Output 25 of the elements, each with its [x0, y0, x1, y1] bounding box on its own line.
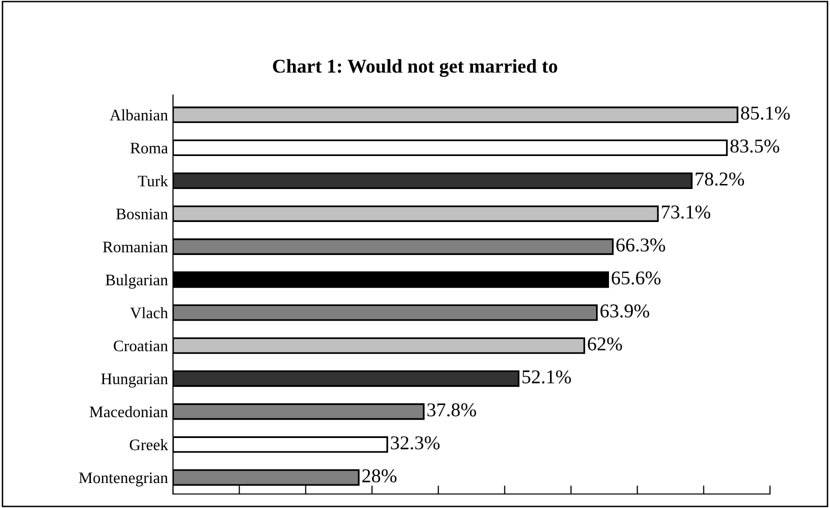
y-tick-label: Albanian [110, 109, 168, 120]
y-tick-label: Montenegrian [79, 472, 168, 486]
data-label: 52.1% [522, 370, 571, 384]
data-label: 78.2% [696, 172, 744, 186]
y-tick-label: Greek [130, 438, 168, 450]
data-label: 28% [362, 469, 396, 482]
data-label: 83.5% [730, 140, 780, 153]
data-label: 37.8% [427, 403, 476, 417]
y-tick-label: Roma [130, 142, 168, 154]
data-label: 32.3% [390, 436, 440, 450]
y-tick-label: Turk [138, 175, 168, 186]
chart-title: Chart 1: Would not get married to [273, 59, 558, 77]
y-tick-label: Croatian [114, 340, 168, 352]
y-tick-label: Romanian [102, 242, 168, 252]
data-label: 65.6% [612, 271, 660, 285]
y-tick-label: Vlach [130, 307, 168, 318]
data-label: 63.9% [600, 304, 650, 318]
y-tick-label: Bosnian [116, 208, 168, 220]
data-label: 66.3% [616, 238, 666, 252]
y-tick-label: Hungarian [101, 374, 168, 388]
y-tick-label: Macedonian [90, 406, 168, 418]
y-tick-label: Bulgarian [106, 274, 168, 289]
data-label: 62% [588, 337, 622, 351]
data-label: 73.1% [662, 205, 710, 219]
data-label: 85.1% [741, 106, 790, 120]
